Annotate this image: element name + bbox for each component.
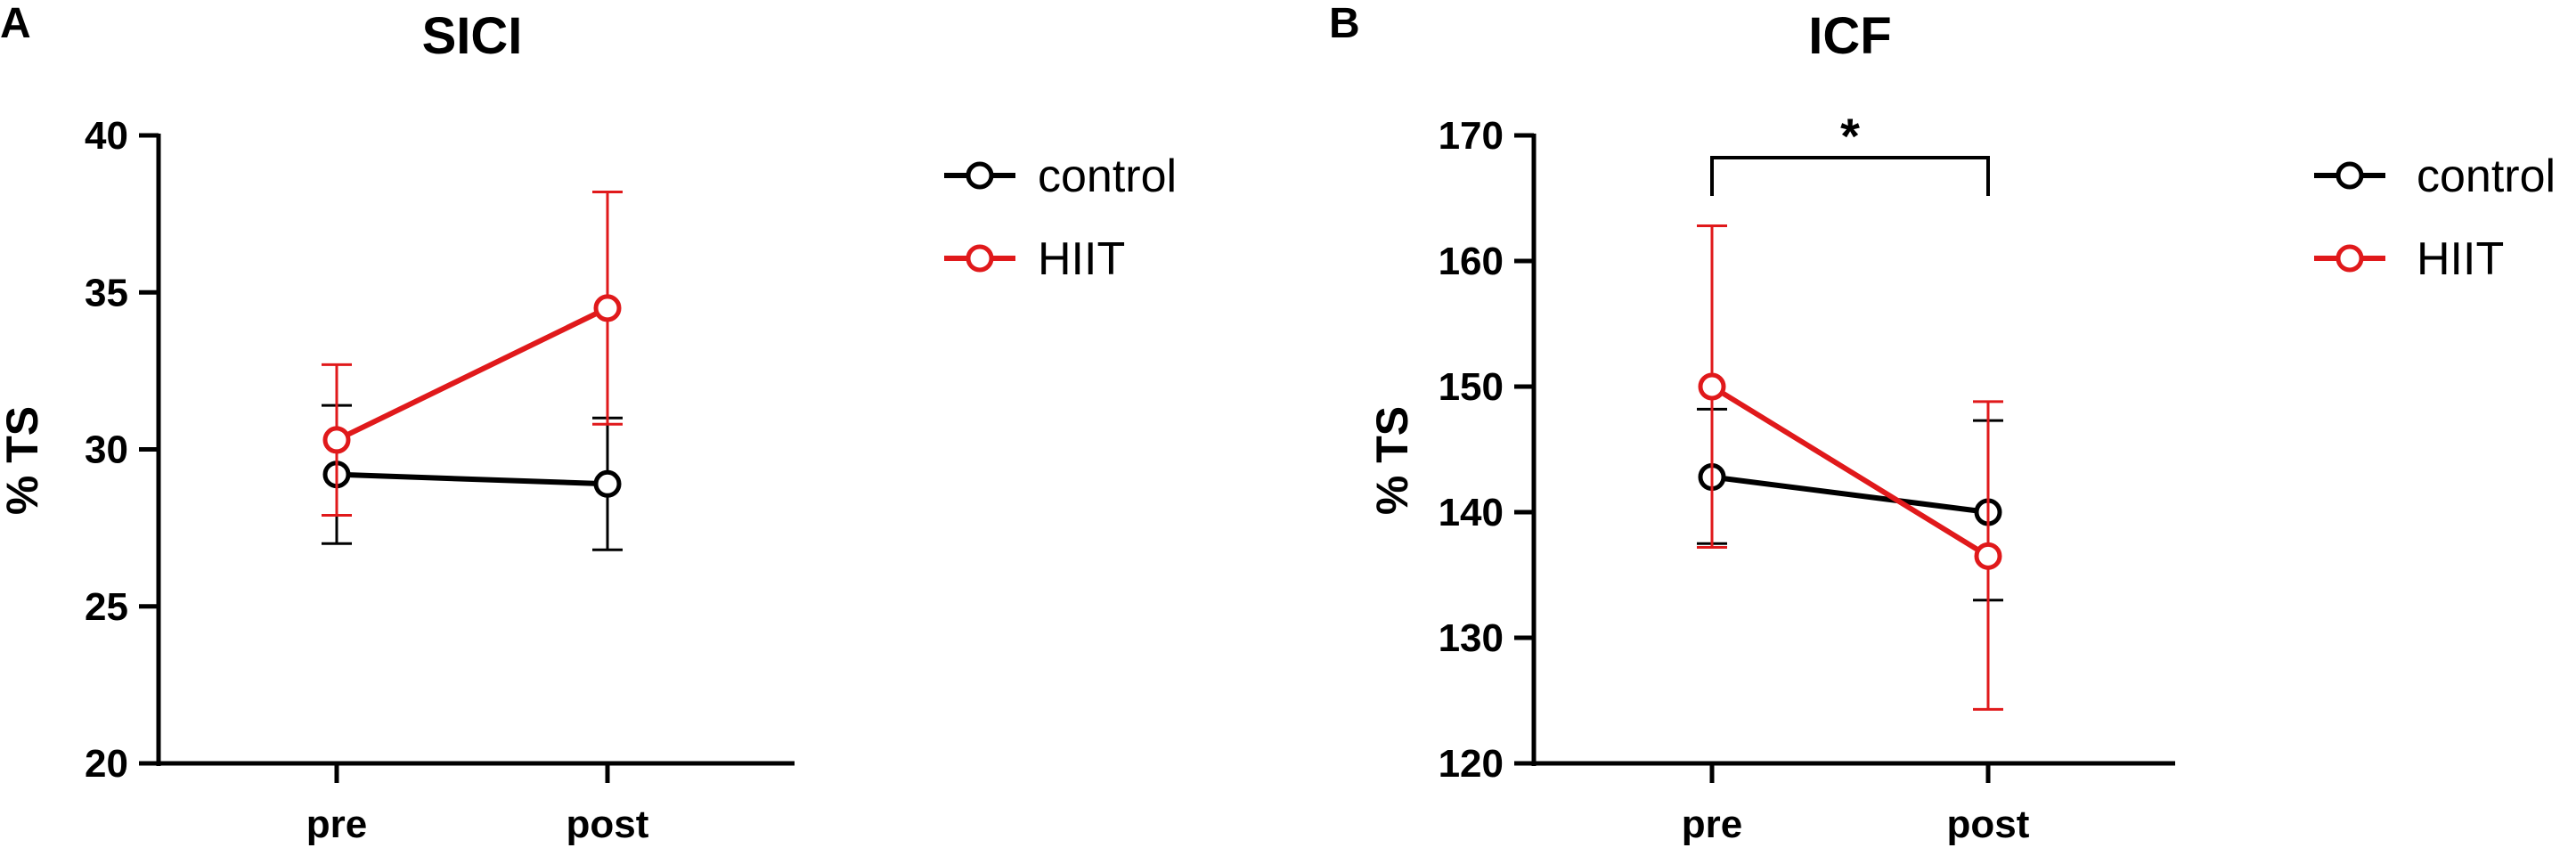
series-HIIT <box>322 190 623 518</box>
series-line <box>335 306 609 443</box>
panel-label: A <box>0 0 31 47</box>
y-tick-label: 150 <box>1439 365 1504 409</box>
legend-marker <box>2336 244 2364 273</box>
data-point <box>593 294 622 322</box>
y-tick-label: 160 <box>1439 240 1504 283</box>
series-HIIT <box>1697 224 2003 711</box>
chart-title: ICF <box>1808 7 1891 65</box>
data-point <box>1974 542 2002 570</box>
series-line <box>1711 474 1989 515</box>
series-line <box>1710 384 1990 558</box>
panel-label: B <box>1329 0 1360 47</box>
legend-label: control <box>2417 151 2556 202</box>
y-tick-label: 170 <box>1439 114 1504 158</box>
x-tick-label: pre <box>306 803 367 846</box>
legend-item-control: control <box>2314 151 2556 202</box>
legend-marker <box>2336 161 2364 190</box>
legend-item-HIIT: HIIT <box>944 233 1125 285</box>
y-tick-label: 140 <box>1439 491 1504 534</box>
x-tick-label: post <box>567 803 649 846</box>
series-line <box>336 471 608 487</box>
legend-label: HIIT <box>1038 233 1125 285</box>
legend-marker <box>966 244 994 273</box>
y-tick-label: 40 <box>85 114 128 158</box>
y-axis-label: % TS <box>0 406 47 515</box>
legend-label: control <box>1038 151 1177 202</box>
series-control <box>1697 407 2003 602</box>
legend-marker <box>966 161 994 190</box>
data-point <box>322 426 351 454</box>
x-tick-label: pre <box>1682 803 1742 846</box>
legend-item-control: control <box>944 151 1177 202</box>
y-tick-label: 130 <box>1439 616 1504 660</box>
y-tick-label: 25 <box>85 585 128 629</box>
y-tick-label: 35 <box>85 271 128 314</box>
y-tick-label: 120 <box>1439 742 1504 786</box>
data-point <box>593 469 622 498</box>
chart-panel-A: A SICI % TS 20 25 30 35 40 pre post control HIIT <box>0 0 1177 846</box>
chart-panel-B: B ICF % TS 120 130 140 150 160 170 pre post * contro… <box>1329 0 2556 846</box>
legend-item-HIIT: HIIT <box>2314 233 2504 285</box>
legend-label: HIIT <box>2417 233 2504 285</box>
chart-title: SICI <box>422 7 523 65</box>
y-tick-label: 30 <box>85 428 128 472</box>
data-point <box>1698 372 1726 401</box>
significance-label: * <box>1840 108 1860 164</box>
significance-bracket <box>1710 156 1990 196</box>
x-tick-label: post <box>1947 803 2030 846</box>
y-axis-label: % TS <box>1367 406 1417 515</box>
y-tick-label: 20 <box>85 742 128 786</box>
